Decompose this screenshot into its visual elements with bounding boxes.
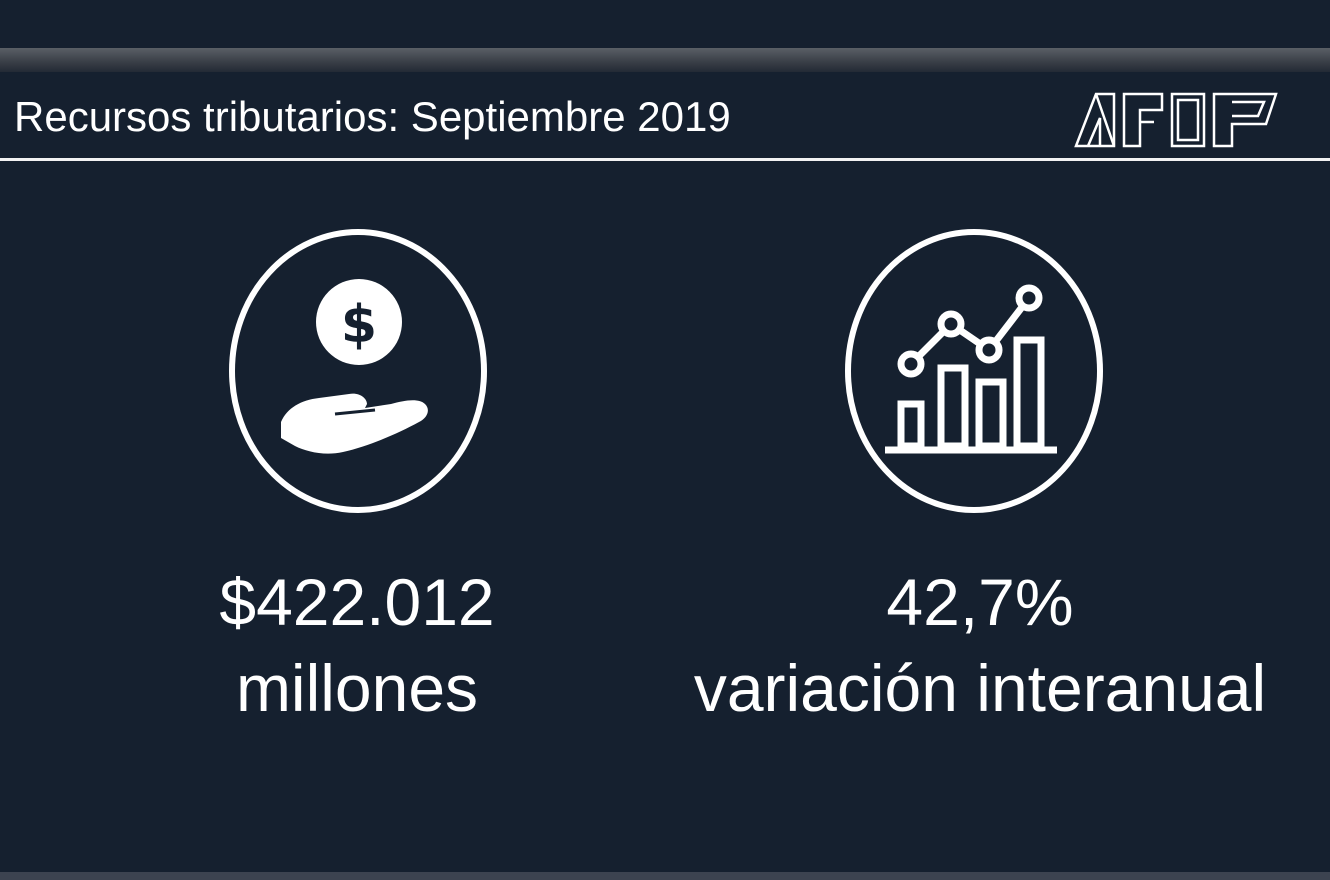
revenue-caption: millones	[235, 651, 479, 725]
stat-card-revenue: $ $422.012 millones	[77, 228, 637, 748]
header-divider	[0, 158, 1330, 161]
revenue-value: $422.012	[219, 565, 495, 639]
hand-coin-icon: $	[229, 229, 487, 513]
svg-text:$: $	[341, 295, 377, 355]
variation-caption: variación interanual	[693, 651, 1267, 725]
stat-card-variation: 42,7% variación interanual	[694, 228, 1266, 748]
top-band	[0, 48, 1330, 72]
header: Recursos tributarios: Septiembre 2019	[0, 72, 1330, 158]
bar-line-chart-icon	[845, 229, 1103, 513]
bottom-band	[0, 872, 1330, 880]
variation-value: 42,7%	[886, 565, 1074, 639]
page-title: Recursos tributarios: Septiembre 2019	[14, 93, 731, 140]
afip-logo	[1074, 92, 1278, 148]
